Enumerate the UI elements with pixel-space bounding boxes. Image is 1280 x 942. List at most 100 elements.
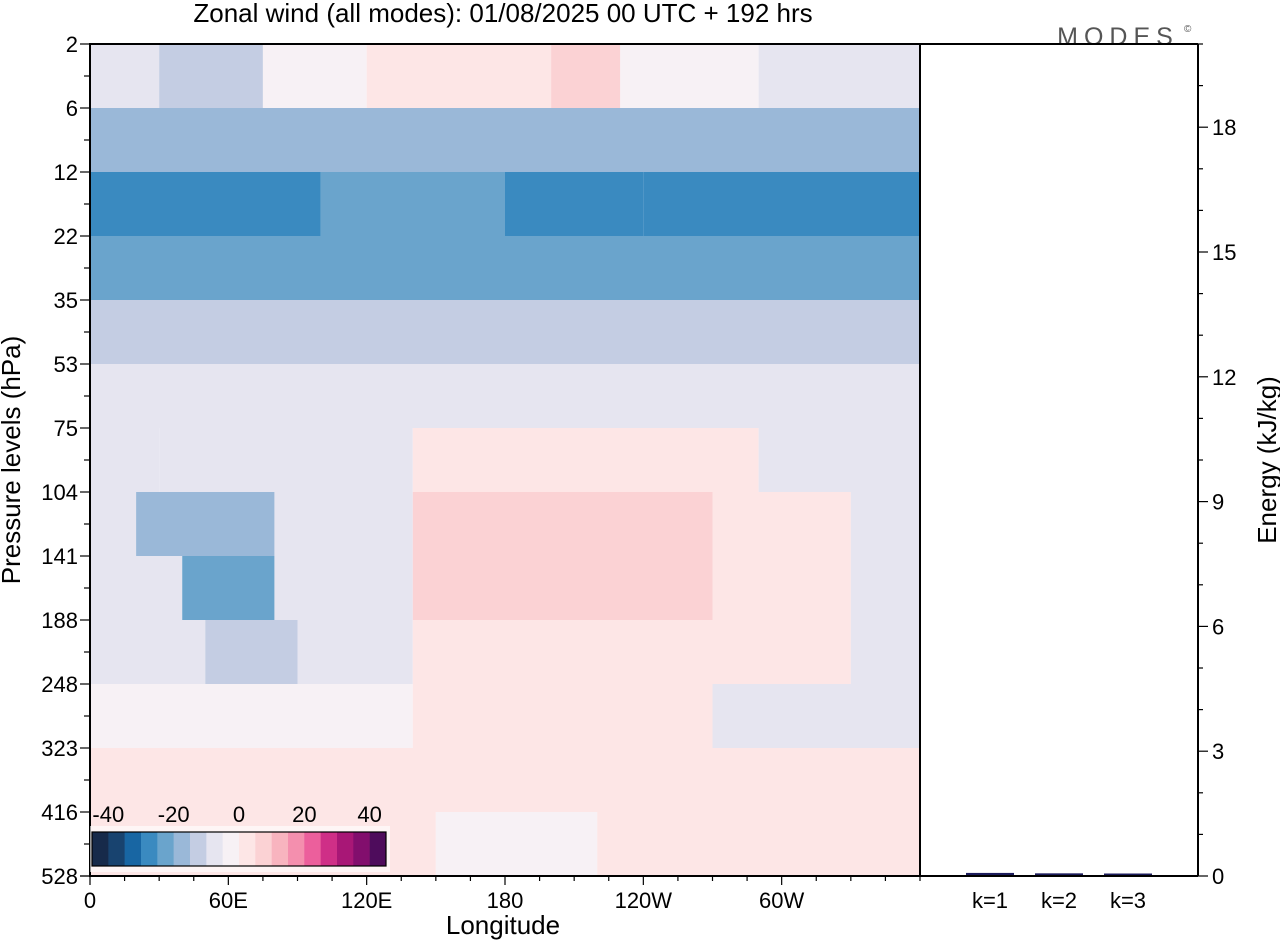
heatmap-cell (712, 492, 851, 556)
colorbar-swatch (320, 832, 338, 866)
heatmap-cell (712, 620, 851, 684)
heatmap-cell (90, 492, 137, 556)
colorbar-label: 40 (357, 802, 381, 827)
heatmap-cell (850, 620, 920, 684)
y-tick-label: 53 (54, 352, 78, 377)
heatmap-cell (90, 236, 920, 300)
colorbar-swatch (157, 832, 174, 866)
colorbar-label: 0 (233, 802, 245, 827)
y-tick-label: 323 (41, 736, 78, 761)
heatmap-cell (90, 108, 920, 172)
heatmap-cell (90, 684, 413, 748)
colorbar-frame (91, 831, 387, 867)
colorbar-swatch (108, 832, 125, 866)
chart-title: Zonal wind (all modes): 01/08/2025 00 UT… (193, 0, 812, 28)
colorbar-swatch (239, 832, 256, 866)
heatmap-cell (505, 172, 644, 236)
y-axis-ticks: 2 6 12 22 35 53 75 104 141 188 248 323 416 528 (41, 32, 90, 889)
y-tick-label: 22 (54, 224, 78, 249)
x-tick-label: 120E (341, 888, 392, 913)
energy-bars (966, 872, 1152, 875)
heatmap-cell (412, 556, 713, 620)
heatmap-cell (712, 684, 920, 748)
x-tick-label: 120W (615, 888, 673, 913)
colorbar-swatch (206, 832, 223, 866)
colorbar: -40 -20 0 20 40 (91, 802, 387, 867)
heatmap-cell (90, 428, 160, 492)
x-axis-label: Longitude (446, 910, 560, 940)
energy-bar (966, 872, 1014, 875)
colorbar-swatch (353, 832, 370, 866)
colorbar-swatch (288, 832, 305, 866)
y-tick-label: 416 (41, 800, 78, 825)
energy-y-tick-label: 0 (1212, 864, 1224, 889)
energy-y-tick-label: 18 (1212, 115, 1236, 140)
modes-logo: MODES (1057, 23, 1179, 51)
energy-y-tick-label: 6 (1212, 614, 1224, 639)
heatmap-cell (412, 620, 713, 684)
heatmap-cell (366, 44, 552, 108)
heatmap-cell (320, 172, 505, 236)
heatmap-cell (90, 364, 920, 428)
y-tick-label: 35 (54, 288, 78, 313)
colorbar-label: -40 (92, 802, 124, 827)
energy-y-tick-label: 9 (1212, 490, 1224, 515)
y-tick-label: 141 (41, 544, 78, 569)
energy-category-label: k=2 (1041, 888, 1077, 913)
energy-y-axis-ticks: 0 3 6 9 12 15 18 (1198, 43, 1236, 889)
heatmap-cell (435, 812, 598, 876)
heatmap-cell (182, 556, 275, 620)
energy-bar (1104, 873, 1152, 875)
heatmap-cell (643, 172, 920, 236)
modes-logo-mark: © (1184, 24, 1192, 35)
heatmap-cell (205, 620, 298, 684)
heatmap-cell (90, 556, 183, 620)
heatmap-cell (90, 44, 160, 108)
x-tick-label: 180 (487, 888, 524, 913)
heatmap-cell (758, 428, 920, 492)
y-tick-label: 75 (54, 416, 78, 441)
colorbar-swatch (92, 832, 109, 866)
colorbar-swatch (141, 832, 158, 866)
energy-category-labels: k=1 k=2 k=3 (972, 888, 1146, 913)
y-axis-label: Pressure levels (hPa) (0, 336, 26, 585)
heatmap-cell (297, 620, 413, 684)
heatmap-cell (159, 44, 263, 108)
heatmap-cell (159, 428, 298, 492)
colorbar-swatch (369, 832, 387, 866)
x-tick-label: 0 (84, 888, 96, 913)
energy-category-label: k=1 (972, 888, 1008, 913)
heatmap-cell (262, 44, 367, 108)
heatmap-cell (274, 556, 413, 620)
colorbar-swatch (255, 832, 272, 866)
heatmap-cell (712, 556, 851, 620)
heatmap-cell (297, 428, 413, 492)
y-tick-label: 188 (41, 608, 78, 633)
heatmap-cell (90, 620, 206, 684)
heatmap-cell (90, 748, 920, 812)
heatmap-cell (620, 44, 759, 108)
y-tick-label: 6 (66, 96, 78, 121)
x-axis-ticks: 0 60E 120E 180 120W 60W (84, 876, 921, 913)
heatmap-cell (412, 492, 713, 556)
colorbar-swatch (304, 832, 321, 866)
heatmap-cell (850, 556, 920, 620)
energy-y-tick-label: 12 (1212, 365, 1236, 390)
energy-category-label: k=3 (1110, 888, 1146, 913)
heatmap-cell (136, 492, 275, 556)
energy-y-tick-label: 15 (1212, 240, 1236, 265)
heatmap-cell (412, 428, 759, 492)
heatmap-cell (90, 300, 920, 364)
x-tick-label: 60W (759, 888, 804, 913)
colorbar-swatch (222, 832, 240, 866)
colorbar-swatch (337, 832, 354, 866)
colorbar-swatch (124, 832, 142, 866)
heatmap-cells (90, 44, 920, 876)
heatmap-cell (597, 812, 920, 876)
x-tick-label: 60E (209, 888, 248, 913)
colorbar-label: 20 (292, 802, 316, 827)
colorbar-label: -20 (158, 802, 190, 827)
y-tick-label: 104 (41, 480, 78, 505)
heatmap-cell (551, 44, 621, 108)
